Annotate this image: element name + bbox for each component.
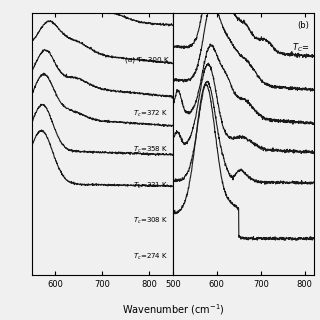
Text: (b): (b) [298,21,309,30]
Text: $T_C$=: $T_C$= [292,42,309,54]
Text: $T_c$=331 K: $T_c$=331 K [133,180,169,191]
Text: $T_c$=274 K: $T_c$=274 K [133,252,169,262]
Text: $T_c$=372 K: $T_c$=372 K [133,109,169,119]
Text: $T_c$=308 K: $T_c$=308 K [133,216,169,226]
Text: Wavenumber (cm$^{-1}$): Wavenumber (cm$^{-1}$) [122,302,224,317]
Text: $T_c$=358 K: $T_c$=358 K [133,145,169,155]
Text: (a) T=300 K: (a) T=300 K [125,56,169,63]
